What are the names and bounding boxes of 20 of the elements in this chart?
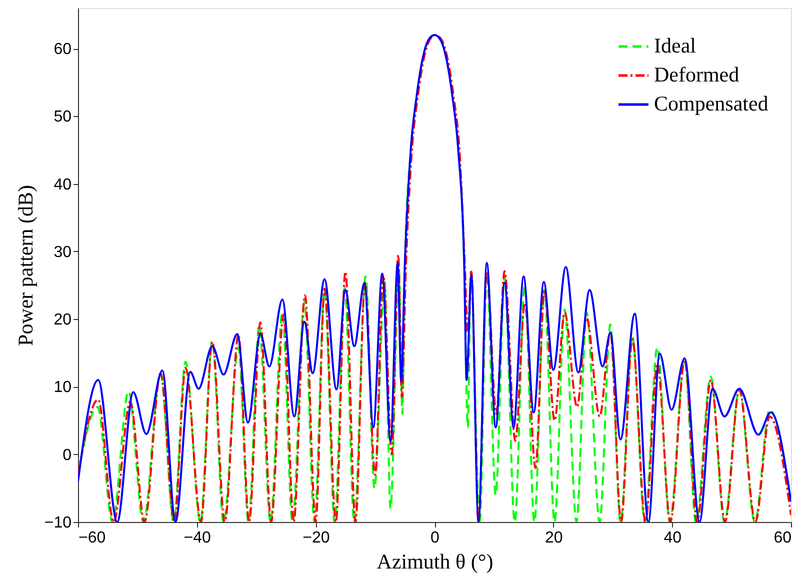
y-tick-label: 60 [54, 41, 72, 58]
x-tick-label: 60 [774, 530, 792, 546]
y-tick-label: 0 [62, 446, 72, 464]
y-tick-label: 10 [54, 379, 72, 396]
y-tick-label: 20 [54, 312, 72, 329]
y-axis-title: Power pattern (dB) [13, 185, 38, 346]
legend-label: Ideal [654, 34, 696, 58]
x-tick-label: −60 [78, 530, 106, 546]
y-tick-label: −10 [44, 514, 72, 532]
x-tick-label: 0 [430, 530, 440, 546]
x-tick-label: 20 [544, 530, 563, 546]
y-tick-label: 40 [54, 176, 72, 194]
legend-label: Compensated [654, 92, 769, 116]
x-axis-title: Azimuth θ (°) [376, 550, 494, 574]
y-tick-label: 50 [54, 108, 72, 126]
y-tick-label: 30 [54, 244, 72, 261]
x-tick-label: 40 [664, 530, 682, 546]
x-tick-label: −40 [184, 530, 212, 546]
legend-label: Deformed [654, 62, 740, 86]
x-tick-label: −20 [302, 530, 330, 546]
